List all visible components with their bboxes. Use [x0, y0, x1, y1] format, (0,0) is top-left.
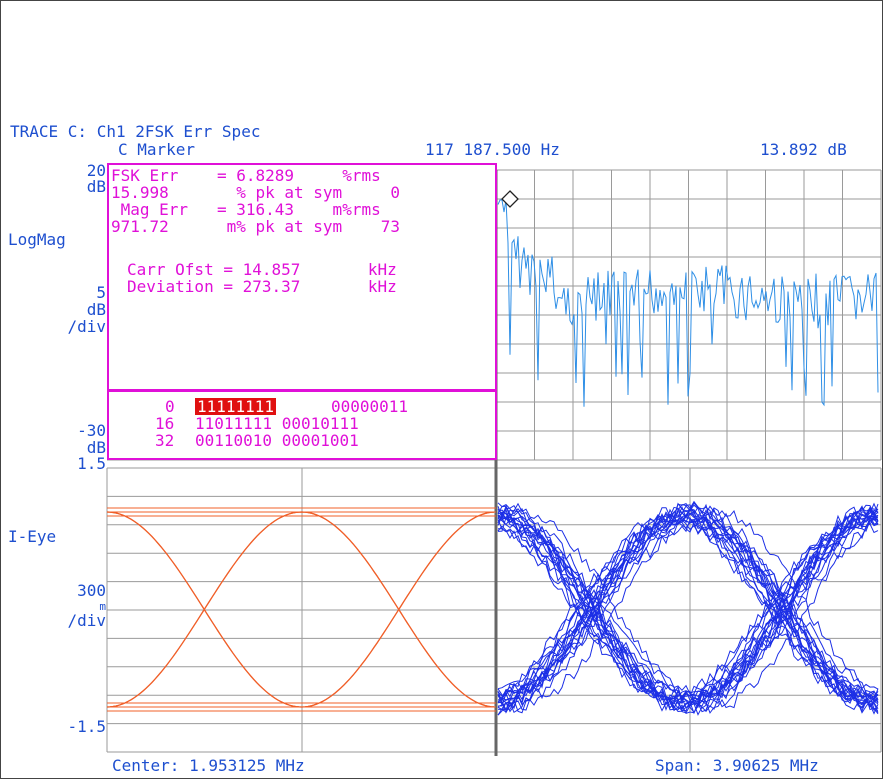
measured-eye-trace	[497, 517, 879, 705]
stat-fsk-pk: 15.998 % pk at sym 0	[111, 183, 400, 202]
stat-carr-ofst: Carr Ofst = 14.857 kHz	[127, 260, 397, 279]
stat-mag-err: Mag Err = 316.43 m%rms	[111, 200, 381, 219]
span-frequency: Span: 3.90625 MHz	[655, 756, 819, 775]
eye-div-value: 300	[77, 581, 106, 600]
error-stats-panel: FSK Err = 6.8289 %rms 15.998 % pk at sym…	[107, 163, 497, 391]
measured-eye-trace	[497, 508, 879, 713]
measured-eye-trace	[497, 515, 879, 703]
measured-eye-trace	[497, 506, 879, 712]
stat-mag-pk: 971.72 m% pk at sym 73	[111, 217, 400, 236]
stat-fsk-err: FSK Err = 6.8289 %rms	[111, 166, 381, 185]
spectrum-top-value: 20	[86, 161, 106, 180]
symbol-row0-bits: 00000011	[331, 397, 409, 416]
spectrum-div-label: /div	[67, 317, 106, 336]
marker-diamond-icon	[501, 190, 519, 208]
marker-label: C Marker	[118, 140, 196, 159]
symbol-row2-index: 32	[155, 431, 175, 450]
center-frequency: Center: 1.953125 MHz	[112, 756, 305, 775]
spectrum-div-unit: dB	[86, 300, 106, 319]
marker-frequency: 117 187.500 Hz	[425, 140, 560, 159]
measured-eye-trace	[497, 514, 879, 705]
spectrum-div-value: 5	[96, 283, 106, 302]
measured-eye-trace	[497, 504, 879, 714]
symbol-table-panel: 0 11111111 00000011 16 11011111 00010111…	[107, 390, 497, 460]
spectrum-bottom-unit: dB	[86, 438, 106, 457]
symbol-row1-bits: 11011111 00010111	[195, 414, 359, 433]
measured-eye-trace	[497, 508, 879, 710]
measured-eye-trace	[497, 504, 879, 715]
marker-value: 13.892 dB	[760, 140, 847, 159]
symbol-row2-bits: 00110010 00001001	[195, 431, 359, 450]
spectrum-top-unit: dB	[86, 177, 106, 196]
spectrum-scale-name: LogMag	[8, 230, 66, 249]
measured-eye-trace	[497, 502, 879, 716]
eye-name: I-Eye	[8, 527, 57, 546]
spectrum-bottom-value: -30	[77, 421, 106, 440]
measured-eye-trace	[497, 502, 879, 716]
eye-div-label: /div	[67, 611, 106, 630]
spectrum-trace	[497, 199, 879, 407]
symbol-row1-index: 16	[155, 414, 175, 433]
trace-title: TRACE C: Ch1 2FSK Err Spec	[10, 122, 261, 141]
measured-eye-trace	[497, 500, 878, 716]
eye-div-unit: m	[99, 600, 106, 613]
stat-deviation: Deviation = 273.37 kHz	[127, 277, 397, 296]
measured-eye-trace	[497, 512, 879, 707]
measured-eye-trace	[497, 505, 879, 714]
eye-top-value: 1.5	[77, 454, 106, 473]
measured-eye-trace	[497, 518, 879, 703]
eye-bottom-value: -1.5	[67, 717, 106, 736]
symbol-row0-index: 0	[165, 397, 175, 416]
symbol-row0-highlight: 11111111	[195, 397, 277, 416]
measured-eye-trace	[497, 515, 879, 701]
